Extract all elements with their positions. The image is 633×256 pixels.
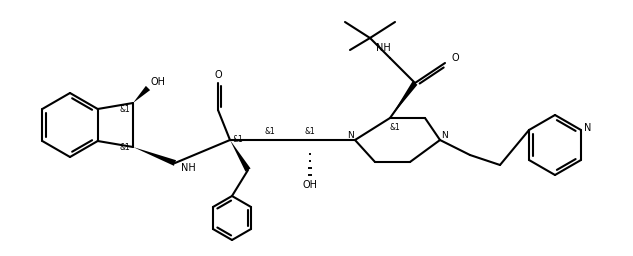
Text: &1: &1 — [390, 123, 401, 133]
Text: &1: &1 — [120, 143, 130, 152]
Text: NH: NH — [180, 163, 196, 173]
Polygon shape — [390, 81, 417, 118]
Text: N: N — [347, 131, 353, 140]
Text: &1: &1 — [120, 105, 130, 114]
Text: O: O — [451, 53, 459, 63]
Text: N: N — [442, 131, 448, 140]
Text: OH: OH — [303, 180, 318, 190]
Text: N: N — [584, 123, 592, 133]
Polygon shape — [133, 147, 176, 166]
Polygon shape — [133, 86, 150, 103]
Text: &1: &1 — [265, 127, 275, 136]
Text: OH: OH — [151, 77, 165, 87]
Polygon shape — [230, 140, 251, 172]
Text: O: O — [214, 70, 222, 80]
Text: &1: &1 — [304, 127, 315, 136]
Text: NH: NH — [375, 43, 391, 53]
Text: &1: &1 — [232, 135, 243, 144]
